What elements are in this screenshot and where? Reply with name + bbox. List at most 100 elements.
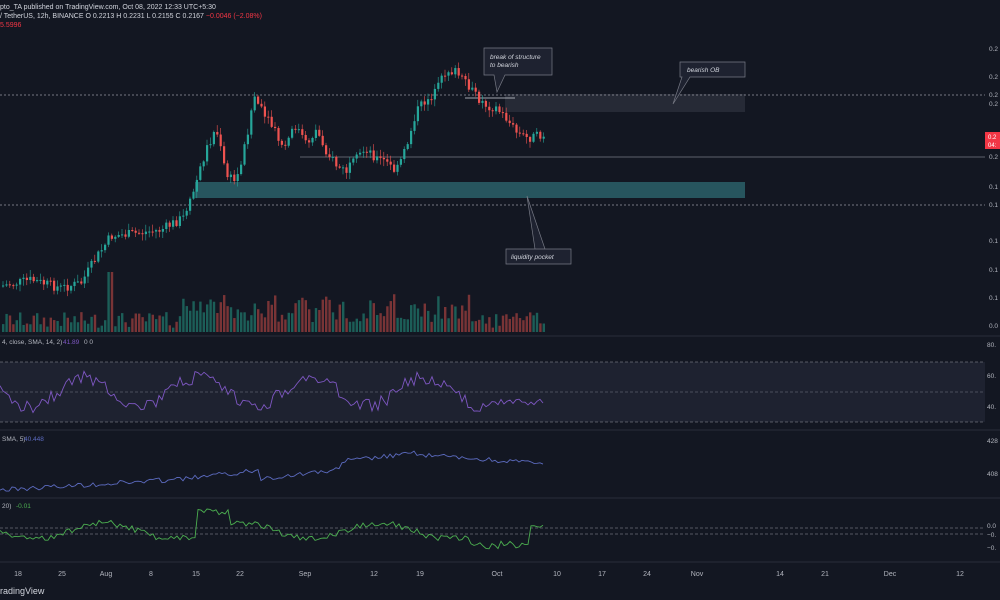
candle-body[interactable] [185,210,188,216]
candle-body[interactable] [454,68,457,75]
candle-body[interactable] [93,260,96,262]
candle-body[interactable] [301,129,304,135]
candle-body[interactable] [532,133,535,142]
candle-body[interactable] [5,284,8,286]
candle-body[interactable] [508,120,511,124]
candle-body[interactable] [175,220,178,226]
rsi-line[interactable] [0,370,544,414]
candle-body[interactable] [382,157,385,160]
candle-body[interactable] [253,96,256,111]
candle-body[interactable] [393,164,396,172]
candle-body[interactable] [277,128,280,141]
candle-body[interactable] [53,280,56,291]
candle-body[interactable] [328,154,331,158]
candle-body[interactable] [294,128,297,130]
chart-canvas[interactable]: break of structure to bearish bearish OB… [0,0,1000,582]
candle-body[interactable] [522,133,525,135]
candle-body[interactable] [110,235,113,239]
candle-body[interactable] [114,236,117,239]
candle-body[interactable] [274,126,277,129]
symbol-ohlc[interactable]: / TetherUS, 12h, BINANCE O 0.2213 H 0.22… [0,13,262,20]
candle-body[interactable] [219,134,222,147]
candle-body[interactable] [444,75,447,77]
candle-body[interactable] [484,100,487,107]
candle-body[interactable] [151,231,154,233]
candle-body[interactable] [331,156,334,158]
candle-body[interactable] [22,277,25,279]
price-axis[interactable]: 0.2 0.2 0.2 0.2 0.2 0.2 0.1 0.1 0.1 0.1 0.1 0.0 [989,46,998,330]
candle-body[interactable] [257,96,260,104]
candle-body[interactable] [161,229,164,232]
candle-body[interactable] [318,129,321,136]
candle-body[interactable] [478,91,481,103]
candle-body[interactable] [291,128,294,138]
osc-legend[interactable]: 20) -0.01 [2,503,31,510]
bearish-ob-callout[interactable]: bearish OB [672,61,746,105]
candle-body[interactable] [525,133,528,138]
candle-body[interactable] [226,163,229,178]
candle-body[interactable] [345,167,348,173]
candle-body[interactable] [321,135,324,146]
candle-body[interactable] [427,99,430,105]
osc-line[interactable] [0,508,544,550]
candle-body[interactable] [250,110,253,135]
candle-body[interactable] [260,103,263,107]
candle-body[interactable] [287,137,290,146]
candle-body[interactable] [515,124,518,133]
candle-body[interactable] [87,267,90,277]
candle-body[interactable] [325,145,328,155]
candle-body[interactable] [59,285,62,287]
candle-body[interactable] [134,230,137,233]
candle-body[interactable] [63,284,66,286]
candles[interactable] [2,62,545,297]
candle-body[interactable] [461,75,464,77]
candle-body[interactable] [447,72,450,76]
candle-body[interactable] [144,231,147,235]
candle-body[interactable] [420,101,423,107]
candle-body[interactable] [158,230,161,232]
candle-body[interactable] [474,87,477,92]
candle-body[interactable] [192,191,195,199]
liquidity-callout[interactable]: liquidity pocket [505,195,572,265]
candle-body[interactable] [209,144,212,146]
candle-body[interactable] [165,222,168,230]
candle-body[interactable] [362,151,365,153]
candle-body[interactable] [365,151,368,153]
candle-body[interactable] [36,280,39,282]
liquidity-pocket-zone[interactable] [195,182,745,198]
time-axis[interactable]: 18 25 Aug 8 15 22 Sep 12 19 Oct 10 17 24 Nov 14 21 Dec 12 [14,571,964,578]
candle-body[interactable] [148,231,151,233]
candle-body[interactable] [369,150,372,153]
candle-body[interactable] [25,277,28,281]
candle-body[interactable] [280,140,283,145]
candle-body[interactable] [512,123,515,125]
candle-body[interactable] [355,154,358,159]
candle-body[interactable] [46,280,49,285]
candle-body[interactable] [8,284,11,286]
candle-body[interactable] [15,284,18,286]
candle-body[interactable] [216,131,219,135]
candle-body[interactable] [189,198,192,211]
candle-body[interactable] [246,134,249,145]
candle-body[interactable] [406,144,409,149]
indicator-axis[interactable]: 80. 60. 40. 428 408 0.0 −0. −0. [987,342,998,552]
candle-body[interactable] [491,110,494,112]
candle-body[interactable] [335,156,338,167]
candle-body[interactable] [195,179,198,192]
candle-body[interactable] [223,146,226,164]
candle-body[interactable] [386,159,389,162]
candle-body[interactable] [348,162,351,173]
candle-body[interactable] [229,174,232,178]
candle-body[interactable] [104,244,107,251]
candle-body[interactable] [212,131,215,145]
candle-body[interactable] [430,99,433,101]
candle-body[interactable] [141,233,144,235]
candle-body[interactable] [389,161,392,165]
candle-body[interactable] [12,285,15,287]
candle-body[interactable] [49,280,52,282]
candle-body[interactable] [233,174,236,182]
candle-body[interactable] [182,215,185,217]
candle-body[interactable] [168,222,171,227]
candle-body[interactable] [73,281,76,287]
candle-body[interactable] [117,235,120,237]
